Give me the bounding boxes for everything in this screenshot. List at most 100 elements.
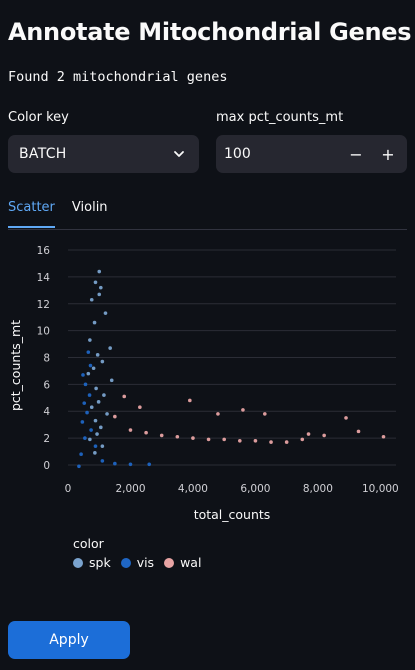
tab-divider — [8, 229, 407, 230]
point-wal-23 — [122, 394, 127, 399]
y-tick-label-8: 16 — [37, 245, 51, 257]
point-wal-15 — [356, 429, 361, 434]
page-title: Annotate Mitochondrial Genes ? — [8, 18, 415, 46]
point-wal-6 — [206, 437, 211, 442]
y-axis-label: pct_counts_mt — [8, 320, 23, 411]
point-wal-3 — [159, 433, 164, 438]
point-spk-7 — [88, 338, 92, 342]
legend-swatch-spk — [73, 557, 83, 568]
point-spk-16 — [96, 400, 101, 404]
point-vis-11 — [79, 452, 83, 456]
point-spk-5 — [103, 311, 108, 315]
point-vis-0 — [86, 350, 91, 354]
point-vis-16 — [77, 464, 81, 469]
apply-button[interactable]: Apply — [8, 621, 130, 659]
point-wal-10 — [269, 440, 273, 444]
legend-swatch-wal — [164, 557, 175, 568]
point-wal-18 — [188, 398, 192, 403]
point-vis-1 — [88, 363, 93, 368]
point-vis-14 — [128, 462, 133, 467]
point-spk-11 — [91, 366, 96, 371]
status-text: Found 2 mitochondrial genes — [8, 69, 228, 85]
x-tick-label-2: 4,000 — [178, 483, 208, 495]
point-spk-19 — [93, 418, 98, 423]
max-pct-label: max pct_counts_mt — [216, 110, 344, 125]
color-key-value: BATCH — [19, 146, 67, 162]
point-wal-4 — [175, 434, 180, 439]
point-vis-4 — [87, 393, 92, 397]
point-spk-14 — [94, 386, 98, 391]
point-vis-2 — [81, 373, 85, 377]
point-spk-4 — [97, 292, 102, 297]
legend-item-wal[interactable]: wal — [164, 555, 201, 570]
tab-bar: Scatter Violin — [8, 200, 125, 228]
y-tick-label-4: 8 — [43, 353, 50, 365]
point-spk-1 — [93, 280, 98, 285]
point-spk-12 — [86, 371, 91, 376]
point-vis-10 — [93, 444, 98, 448]
point-wal-12 — [300, 437, 305, 442]
y-tick-label-0: 0 — [43, 460, 50, 472]
legend-swatch-vis — [120, 557, 131, 568]
point-spk-22 — [88, 437, 92, 442]
point-wal-13 — [322, 433, 326, 438]
point-vis-12 — [100, 459, 105, 463]
point-spk-8 — [108, 346, 112, 350]
point-spk-0 — [97, 269, 102, 274]
legend: spk vis wal — [73, 555, 211, 570]
point-spk-13 — [109, 378, 114, 383]
scatter-chart[interactable]: 0 2 4 6 8 10 12 14 16 0 2,000 4,000 6,000 8,000 10,000… — [0, 238, 415, 533]
point-wal-0 — [113, 414, 117, 419]
point-spk-2 — [99, 285, 103, 290]
y-tick-label-2: 4 — [43, 406, 50, 418]
legend-label-wal: wal — [180, 555, 202, 570]
point-spk-18 — [105, 412, 109, 416]
point-wal-16 — [381, 434, 386, 439]
y-tick-label-6: 12 — [37, 299, 50, 311]
point-wal-1 — [128, 428, 133, 432]
color-key-select[interactable]: BATCH — [8, 135, 199, 173]
tab-scatter[interactable]: Scatter — [8, 200, 55, 228]
point-spk-17 — [89, 405, 94, 409]
x-tick-label-1: 2,000 — [115, 483, 145, 495]
point-wal-17 — [216, 412, 220, 416]
legend-label-spk: spk — [89, 555, 111, 570]
point-wal-22 — [138, 405, 142, 409]
legend-label-vis: vis — [136, 555, 155, 570]
point-wal-20 — [263, 412, 267, 416]
max-pct-value: 100 — [224, 146, 251, 162]
point-wal-9 — [253, 438, 258, 443]
point-wal-19 — [241, 408, 245, 412]
max-pct-input[interactable]: 100 − + — [216, 135, 407, 173]
point-wal-11 — [284, 440, 289, 444]
point-vis-9 — [83, 436, 87, 440]
tab-violin[interactable]: Violin — [71, 200, 108, 215]
decrement-button[interactable]: − — [349, 144, 363, 164]
legend-title: color — [73, 536, 104, 551]
x-axis-label: total_counts — [194, 507, 271, 522]
x-tick-label-4: 8,000 — [303, 483, 333, 495]
point-wal-7 — [222, 437, 226, 442]
point-vis-3 — [83, 382, 88, 387]
point-vis-15 — [147, 462, 152, 467]
point-spk-3 — [89, 297, 94, 302]
legend-item-vis[interactable]: vis — [120, 555, 155, 570]
point-spk-23 — [100, 444, 105, 448]
color-key-label: Color key — [8, 110, 69, 125]
point-wal-14 — [344, 416, 348, 420]
y-tick-label-3: 6 — [43, 379, 50, 391]
page-title-text: Annotate Mitochondrial Genes — [8, 18, 412, 46]
legend-item-spk[interactable]: spk — [73, 555, 111, 570]
point-spk-10 — [100, 359, 105, 364]
point-wal-8 — [238, 438, 242, 443]
x-tick-label-3: 6,000 — [240, 483, 270, 495]
point-spk-6 — [92, 320, 97, 325]
x-tick-label-0: 0 — [65, 483, 72, 495]
y-tick-label-5: 10 — [37, 326, 50, 338]
increment-button[interactable]: + — [381, 144, 395, 164]
point-vis-6 — [85, 410, 89, 415]
point-wal-2 — [144, 430, 148, 435]
point-wal-5 — [191, 436, 195, 440]
y-tick-label-1: 2 — [43, 433, 50, 445]
point-vis-8 — [89, 428, 93, 432]
